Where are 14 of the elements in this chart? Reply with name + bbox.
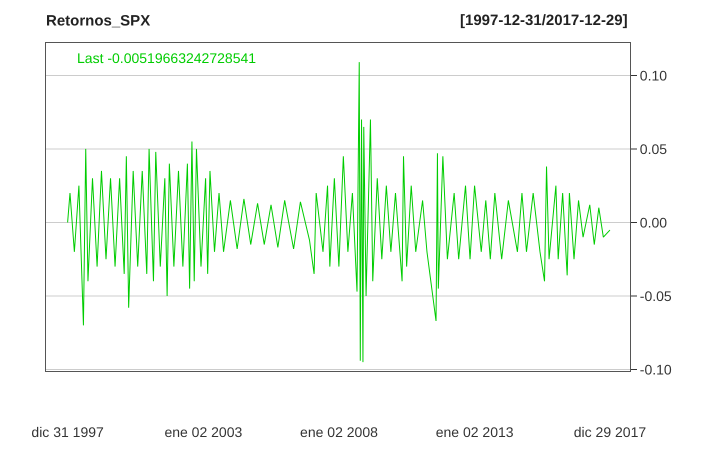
x-tick-label: ene 02 2008 <box>300 424 378 440</box>
x-tick-label: ene 02 2013 <box>436 424 514 440</box>
y-tick-label: 0.05 <box>640 140 668 157</box>
line-series <box>67 62 610 363</box>
annotation: Last -0.00519663242728541 <box>77 50 256 66</box>
y-tick-label: -0.10 <box>640 361 672 378</box>
y-tick-label: 0.10 <box>640 67 668 84</box>
x-tick-label: ene 02 2003 <box>164 424 242 440</box>
x-tick-label: dic 29 2017 <box>574 424 646 440</box>
x-tick-label: dic 31 1997 <box>31 424 104 440</box>
y-tick-label: 0.00 <box>640 214 668 230</box>
y-tick-label: -0.05 <box>640 288 672 304</box>
chart-title: Retornos_SPX <box>46 12 150 30</box>
text: [1997-12-31/2017-12-29] <box>460 12 628 29</box>
